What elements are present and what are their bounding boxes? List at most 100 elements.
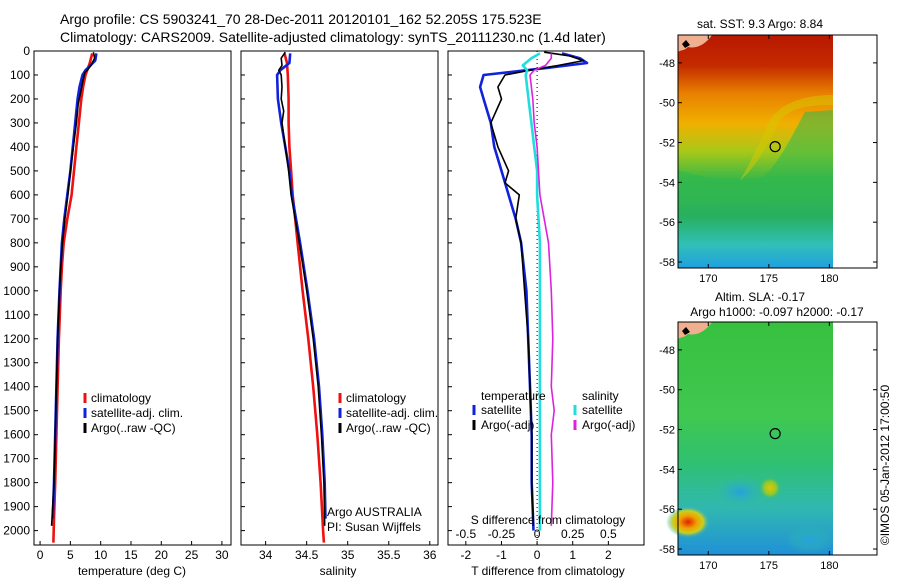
depth-tick-label: 700	[10, 212, 30, 226]
depth-tick-label: 900	[10, 260, 30, 274]
sla-warm-eddy-1	[666, 506, 710, 538]
depth-tick-label: 1500	[3, 404, 30, 418]
sla-map-panel: Altim. SLA: -0.17 Argo h1000: -0.097 h20…	[659, 290, 878, 572]
difference-legend: temperature satellite Argo(-adj) salinit…	[472, 389, 635, 432]
depth-tick-label: 600	[10, 188, 30, 202]
depth-tick-label: 1700	[3, 452, 30, 466]
lat-tick-label: -56	[659, 217, 675, 229]
depth-tick-label: 0	[23, 44, 30, 58]
x-tick-label: 34.5	[295, 548, 319, 562]
x-tick-label: 5	[67, 548, 74, 562]
lat-tick-label: -50	[659, 98, 675, 110]
depth-tick-label: 2000	[3, 524, 30, 538]
float-pi-annotation: PI: Susan Wijffels	[327, 520, 421, 534]
lat-tick-label: -54	[659, 177, 675, 189]
lat-tick-label: -48	[659, 345, 675, 357]
legend-s-satellite-label: satellite	[582, 403, 623, 417]
sla-map-title-line1: Altim. SLA: -0.17	[715, 290, 805, 304]
s-diff-tick-label: 0	[534, 527, 541, 541]
depth-tick-label: 500	[10, 164, 30, 178]
sla-land	[678, 322, 712, 339]
lat-tick-label: -56	[659, 504, 675, 516]
figure-title-line2: Climatology: CARS2009. Satellite-adjuste…	[60, 29, 606, 45]
lat-tick-label: -48	[659, 58, 675, 70]
lat-tick-label: -52	[659, 138, 675, 150]
depth-tick-label: 200	[10, 92, 30, 106]
x-tick-label: 20	[155, 548, 169, 562]
sla-cool-eddy-2	[786, 526, 834, 554]
legend-t-satellite-label: satellite	[481, 403, 522, 417]
lat-tick-label: -50	[659, 385, 675, 397]
difference-plot-area	[447, 50, 645, 546]
legend-argo-label: Argo(..raw -QC)	[91, 421, 176, 435]
sst-land	[678, 35, 712, 52]
x-tick-label: -2	[460, 548, 471, 562]
sst-map-title: sat. SST: 9.3 Argo: 8.84	[697, 17, 823, 31]
t-difference-xlabel: T difference from climatology	[471, 564, 625, 578]
series-line-argo-raw-qc-	[277, 51, 326, 526]
sla-coast-feature	[682, 327, 690, 335]
legend-climatology-label: climatology	[346, 391, 406, 405]
s-diff-tick-label: 0.5	[600, 527, 617, 541]
x-tick-label: 34	[259, 548, 273, 562]
lon-tick-label: 180	[820, 560, 838, 572]
depth-tick-label: 1400	[3, 380, 30, 394]
s-diff-tick-label: -0.25	[488, 527, 516, 541]
x-tick-label: 25	[185, 548, 199, 562]
sla-map-frame	[677, 321, 878, 556]
series-line-t-argo-adj-	[489, 51, 585, 526]
depth-tick-label: 1800	[3, 476, 30, 490]
lon-tick-label: 175	[760, 560, 778, 572]
series-line-argo-raw-qc-	[50, 52, 96, 526]
lon-tick-label: 170	[699, 273, 717, 285]
x-tick-label: 35.5	[377, 548, 401, 562]
lat-tick-label: -54	[659, 464, 675, 476]
x-tick-label: 0	[37, 548, 44, 562]
x-tick-label: -1	[496, 548, 507, 562]
depth-tick-label: 1000	[3, 284, 30, 298]
depth-tick-label: 1300	[3, 356, 30, 370]
sst-front	[740, 95, 833, 180]
legend-argo-label: Argo(..raw -QC)	[346, 421, 431, 435]
imos-credit: ©IMOS 05-Jan-2012 17:00:50	[878, 385, 892, 546]
sst-cold-tongue	[678, 110, 833, 205]
depth-tick-label: 800	[10, 236, 30, 250]
float-owner-annotation: Argo AUSTRALIA	[327, 505, 422, 519]
s-difference-xlabel: S difference from climatology	[471, 513, 626, 527]
lat-tick-label: -58	[659, 544, 675, 556]
legend-t-argo-label: Argo(-adj)	[481, 418, 534, 432]
lat-tick-label: -58	[659, 257, 675, 269]
salinity-legend: climatology satellite-adj. clim. Argo(..…	[338, 391, 438, 435]
lon-tick-label: 175	[760, 273, 778, 285]
salinity-xlabel: salinity	[320, 564, 357, 578]
x-tick-label: 15	[124, 548, 138, 562]
sla-cool-eddy-1	[712, 474, 768, 510]
x-tick-label: 10	[94, 548, 108, 562]
s-diff-tick-label: -0.5	[455, 527, 476, 541]
sst-field	[678, 35, 833, 268]
temperature-profile-panel: 0100200300400500600700800900100011001200…	[3, 44, 232, 578]
depth-tick-label: 400	[10, 140, 30, 154]
series-line-s-argo-adj-	[529, 53, 556, 526]
figure-title-line1: Argo profile: CS 5903241_70 28-Dec-2011 …	[60, 11, 542, 27]
legend-climatology-label: climatology	[91, 391, 151, 405]
legend-s-argo-label: Argo(-adj)	[582, 418, 635, 432]
argo-location-marker	[769, 141, 781, 153]
salinity-plot-area	[240, 50, 439, 546]
sla-map-blank	[833, 323, 876, 554]
depth-tick-label: 1200	[3, 332, 30, 346]
sst-coast-feature	[682, 40, 690, 48]
legend-salinity-title: salinity	[582, 389, 619, 403]
depth-tick-label: 100	[10, 68, 30, 82]
temperature-plot-area	[33, 50, 232, 546]
lat-tick-label: -52	[659, 425, 675, 437]
series-line-s-satellite	[521, 52, 542, 531]
s-diff-tick-label: 0.25	[561, 527, 585, 541]
sst-map-panel: sat. SST: 9.3 Argo: 8.84 -48 -50 -52 -54 -56…	[659, 17, 878, 285]
x-tick-label: 30	[215, 548, 229, 562]
sla-map-title-line2: Argo h1000: -0.097 h2000: -0.17	[690, 305, 864, 319]
x-tick-label: 0	[534, 548, 541, 562]
legend-satellite-label: satellite-adj. clim.	[91, 406, 183, 420]
legend-satellite-label: satellite-adj. clim.	[346, 406, 438, 420]
